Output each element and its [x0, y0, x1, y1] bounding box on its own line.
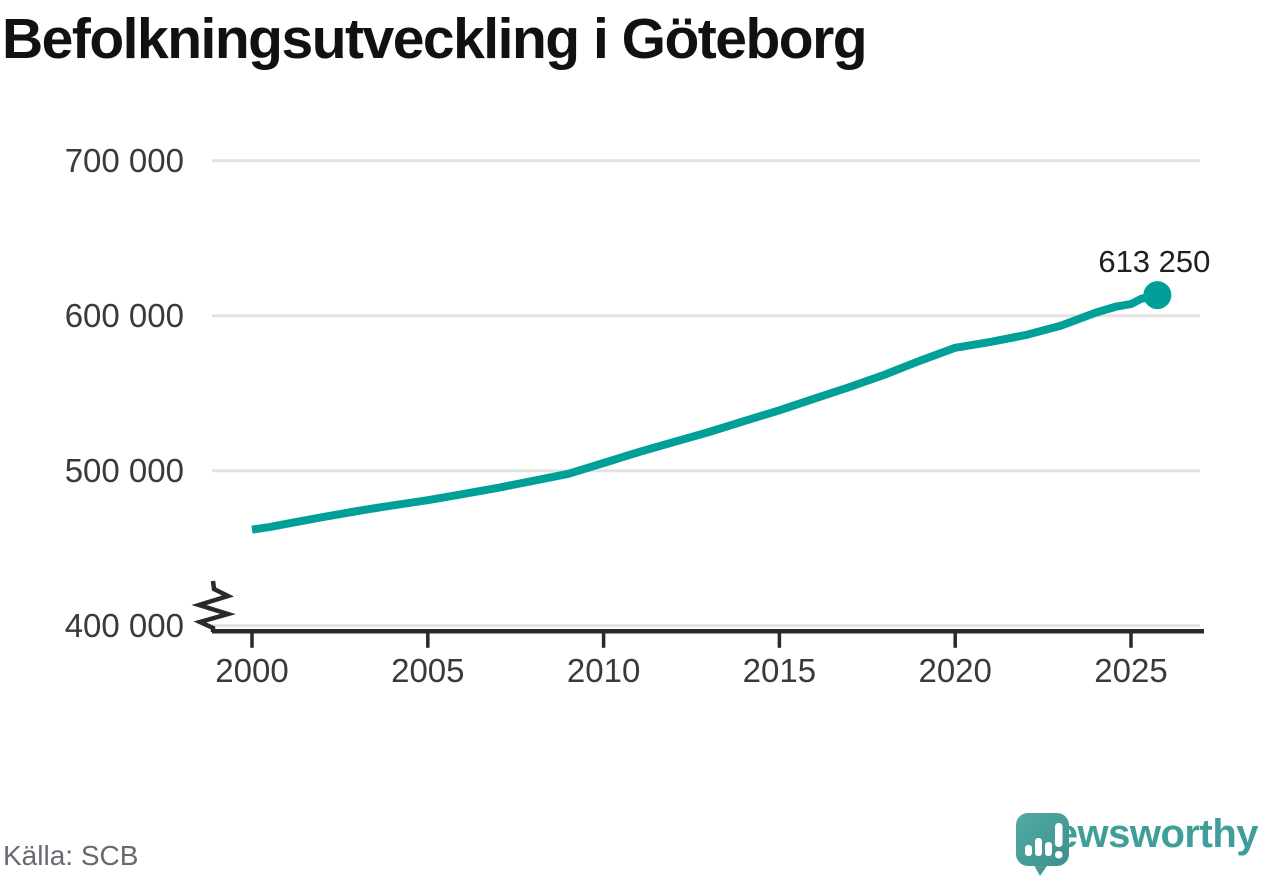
last-value-data-label: 613 250	[1098, 244, 1211, 279]
newsworthy-logo-icon	[1016, 813, 1070, 876]
x-tick-label: 2015	[742, 652, 817, 689]
y-tick-label: 400 000	[64, 606, 184, 644]
newsworthy-branding: Newsworthy	[1015, 812, 1258, 876]
x-tick-label: 2010	[566, 652, 641, 689]
population-series-line	[251, 291, 1159, 534]
x-tick-label: 2005	[391, 652, 465, 689]
x-tick-label: 2020	[918, 652, 992, 689]
y-tick-label: 600 000	[64, 296, 184, 334]
chart-title: Befolkningsutveckling i Göteborg	[2, 7, 868, 71]
x-tick-label: 2000	[215, 652, 289, 689]
x-tick-label: 2025	[1094, 652, 1168, 689]
y-tick-label: 500 000	[64, 451, 184, 489]
y-tick-label: 700 000	[64, 141, 184, 179]
y-axis-break-icon	[191, 580, 236, 632]
gridlines	[212, 159, 1200, 628]
source-note: Källa: SCB	[3, 840, 139, 871]
x-axis-ticks	[250, 633, 1133, 648]
last-value-marker-dot	[1143, 281, 1172, 310]
